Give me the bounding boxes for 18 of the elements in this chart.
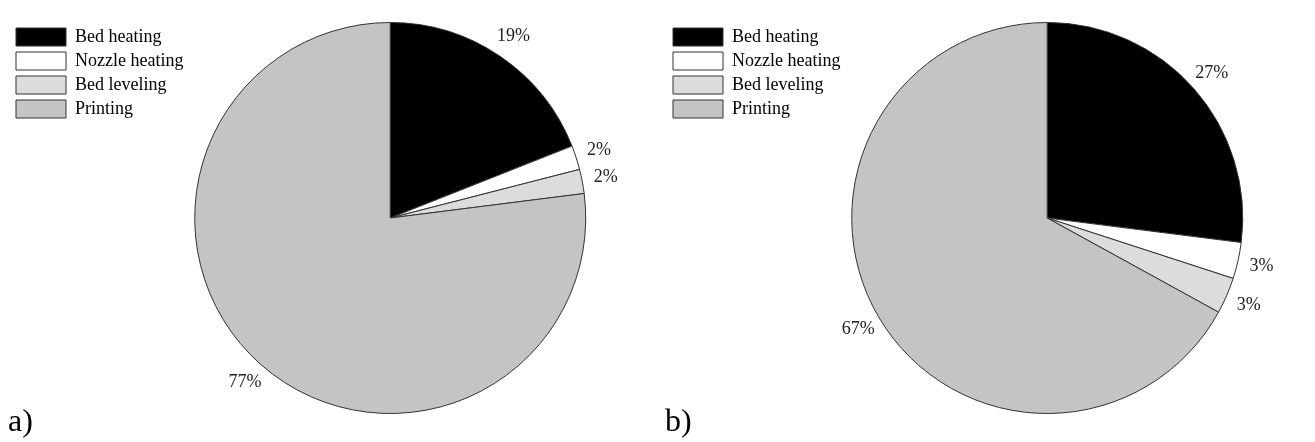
data-label: 77%: [228, 371, 262, 392]
legend-label: Bed leveling: [732, 73, 824, 94]
legend-label: Printing: [75, 97, 134, 118]
data-label: 3%: [1236, 293, 1261, 314]
legend-label: Nozzle heating: [732, 49, 841, 70]
data-label: 27%: [1195, 61, 1229, 82]
data-label: 67%: [841, 318, 875, 339]
text: b): [665, 402, 692, 438]
legend-label: Printing: [732, 97, 791, 118]
data-label: 2%: [586, 138, 611, 159]
legend-label: Nozzle heating: [75, 49, 184, 70]
data-label: 2%: [593, 165, 618, 186]
legend-label: Bed leveling: [75, 73, 167, 94]
legend-label: Bed heating: [75, 25, 162, 46]
legend-label: Bed heating: [732, 25, 819, 46]
data-label: 3%: [1249, 254, 1274, 275]
data-label: 19%: [497, 25, 531, 46]
text: a): [8, 402, 33, 438]
